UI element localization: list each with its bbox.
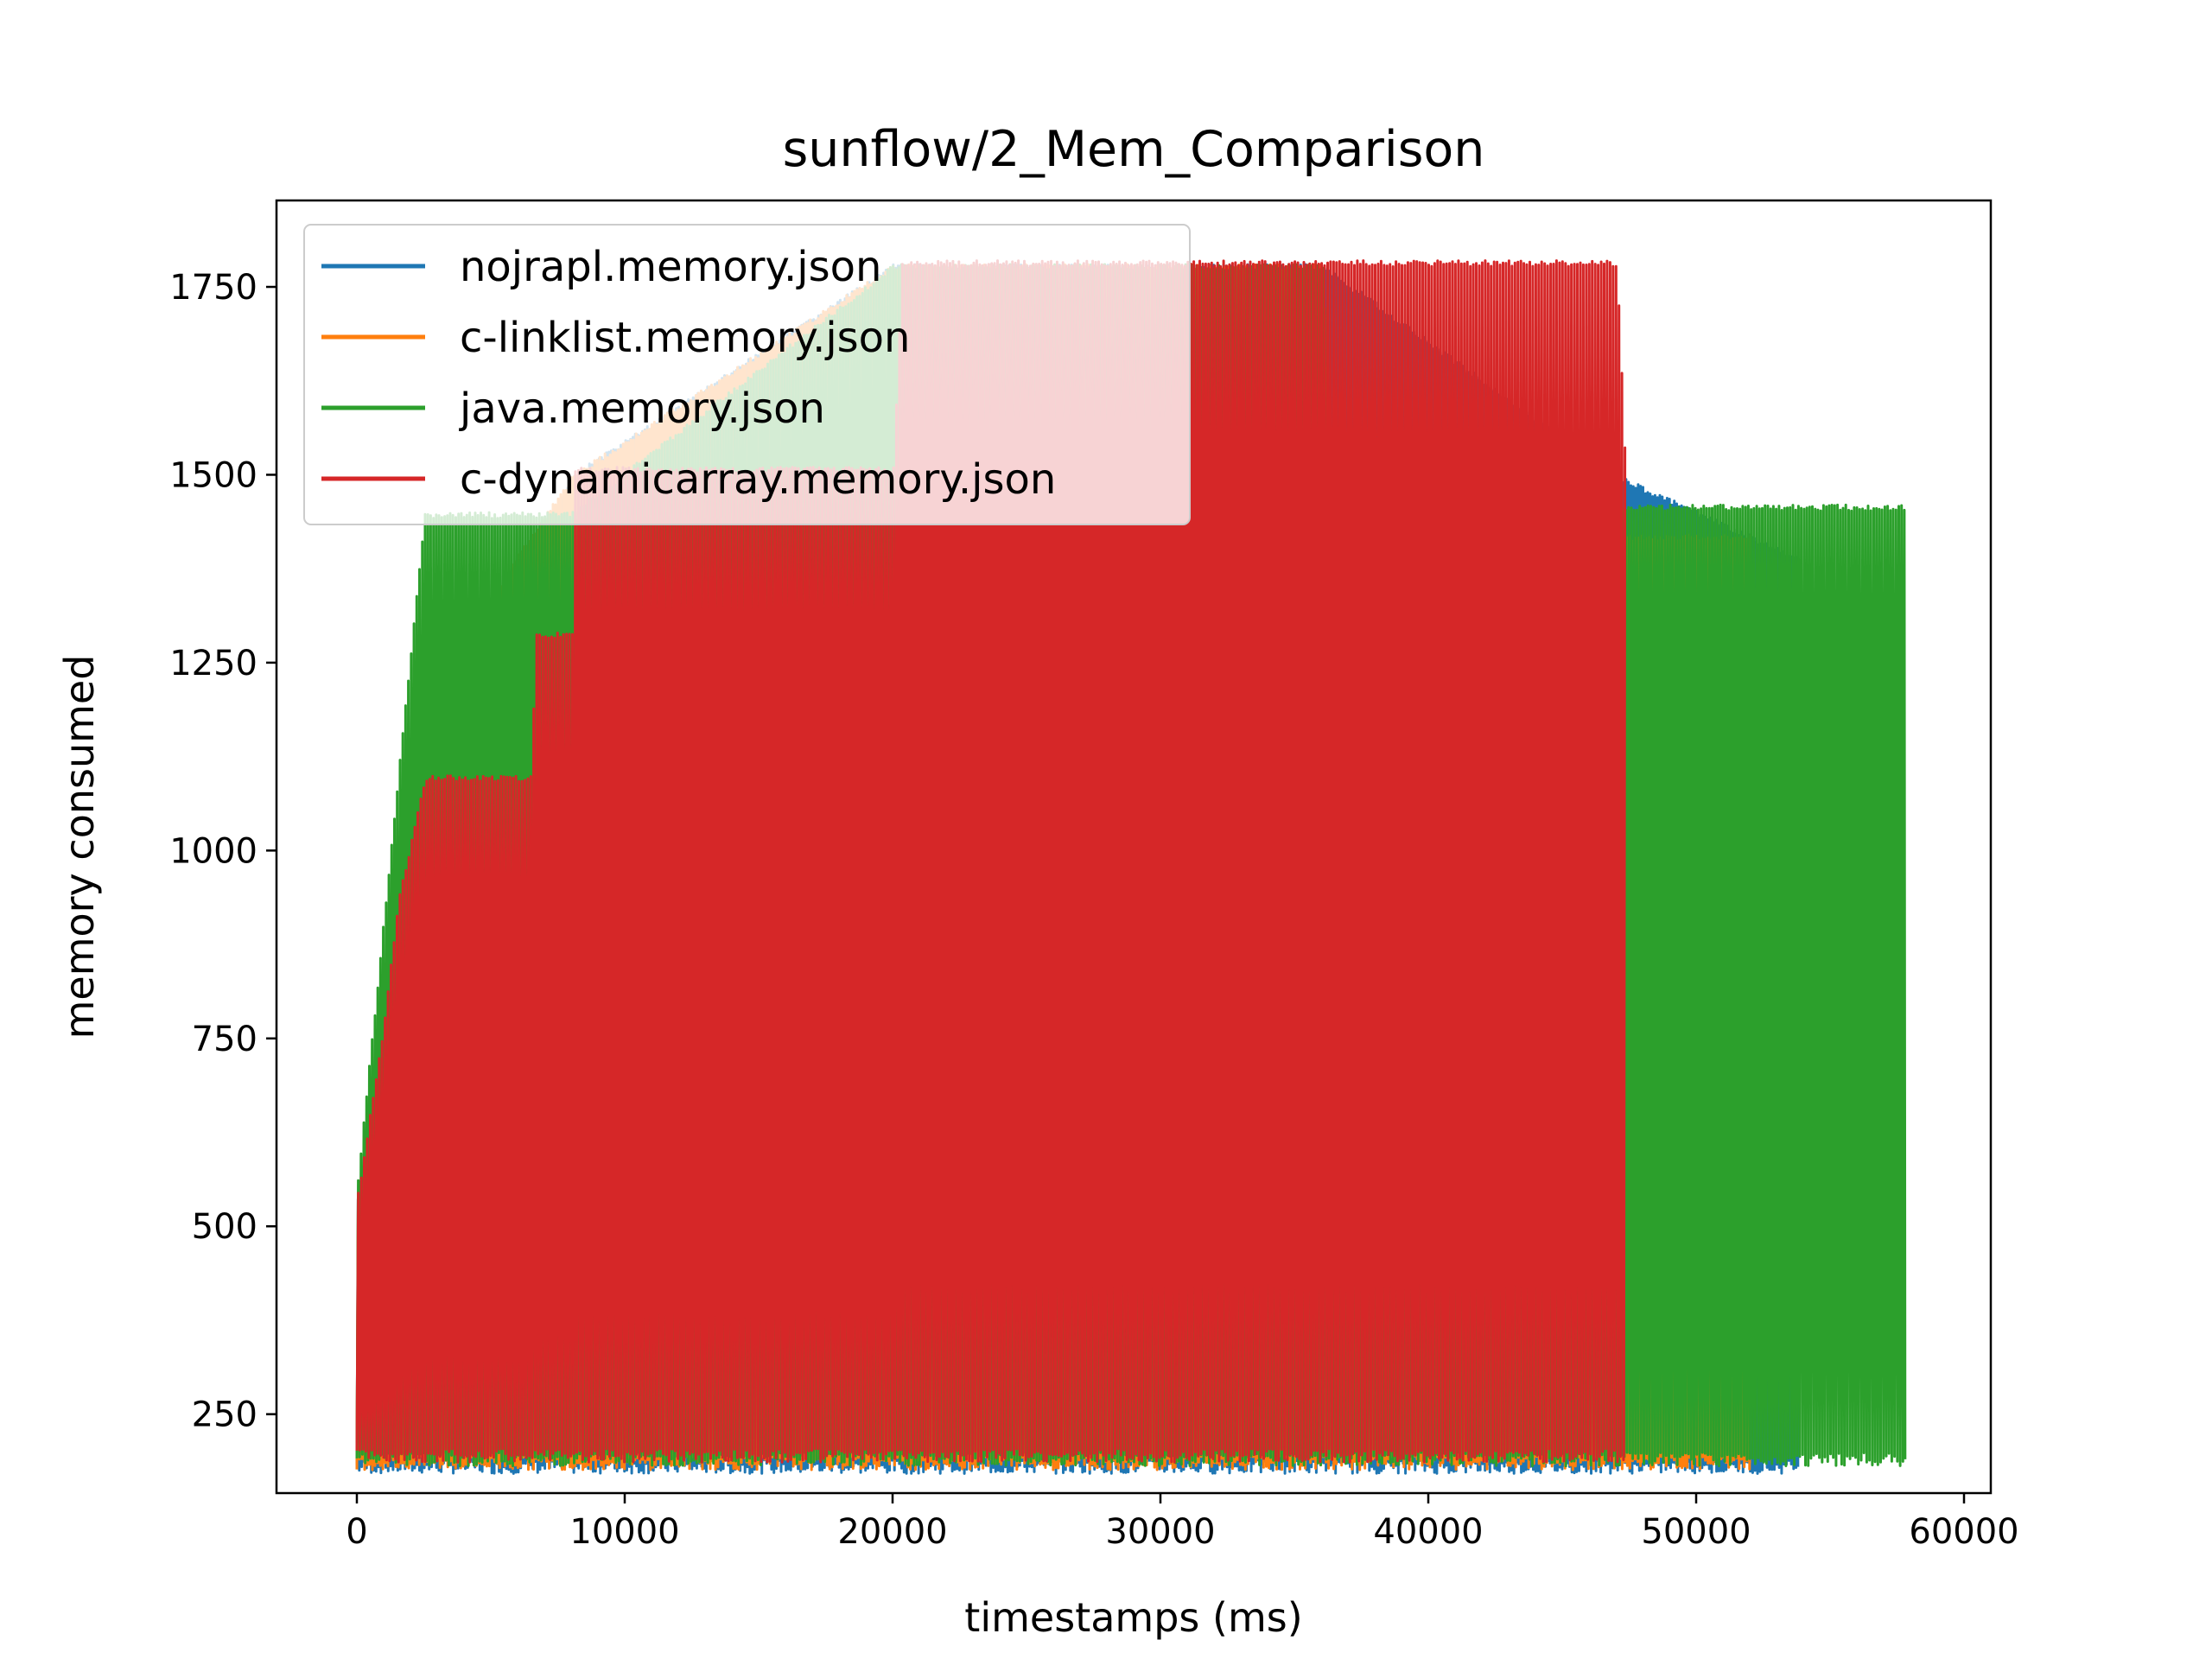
- legend-label: c-linklist.memory.json: [460, 314, 910, 362]
- legend-box: [303, 224, 1191, 525]
- x-tick-label: 10000: [569, 1512, 679, 1552]
- y-tick-label: 1250: [169, 644, 257, 683]
- y-tick-label: 1000: [169, 831, 257, 871]
- plot-frame: [275, 199, 1993, 1495]
- y-axis-label: memory consumed: [56, 655, 103, 1039]
- y-tick-label: 500: [192, 1207, 257, 1247]
- y-tick-label: 1750: [169, 268, 257, 308]
- x-tick-label: 60000: [1909, 1512, 2018, 1552]
- y-tick-label: 250: [192, 1395, 257, 1435]
- legend-label: nojrapl.memory.json: [460, 243, 881, 291]
- y-tick-label: 750: [192, 1020, 257, 1059]
- x-tick-label: 30000: [1105, 1512, 1215, 1552]
- x-axis-label: timestamps (ms): [964, 1594, 1302, 1641]
- x-tick-label: 0: [346, 1512, 367, 1552]
- chart-title: sunflow/2_Mem_Comparison: [783, 121, 1485, 178]
- legend-label: java.memory.json: [459, 385, 825, 433]
- x-tick-label: 20000: [837, 1512, 947, 1552]
- y-tick-label: 1500: [169, 455, 257, 495]
- x-tick-label: 40000: [1373, 1512, 1483, 1552]
- y-axis: 250 500 750 1000 1250 1500 1750: [169, 268, 276, 1435]
- x-tick-label: 50000: [1641, 1512, 1751, 1552]
- x-axis: 0 10000 20000 30000 40000 50000 60000: [346, 1493, 2019, 1552]
- legend: nojrapl.memory.json c-linklist.memory.jso…: [303, 224, 1191, 525]
- legend-label: c-dynamicarray.memory.json: [460, 455, 1056, 504]
